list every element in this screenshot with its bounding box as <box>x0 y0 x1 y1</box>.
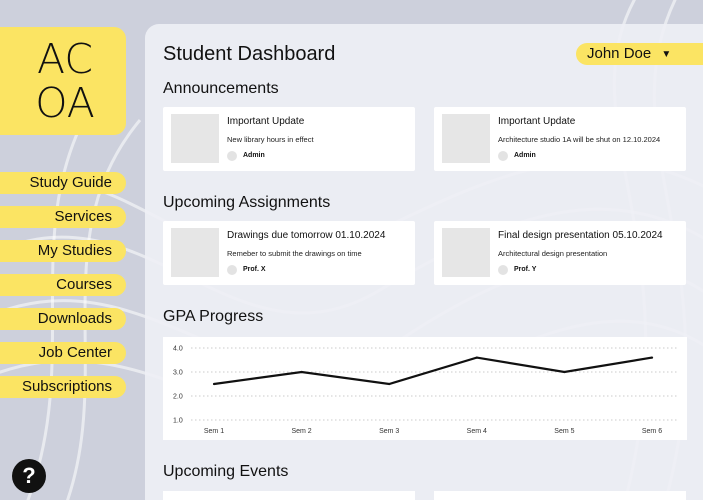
gpa-data-point <box>212 382 216 386</box>
avatar <box>498 265 508 275</box>
y-tick-label: 3.0 <box>173 370 183 377</box>
announcement-description: New library hours in effect <box>227 135 314 144</box>
nav-item-job-center[interactable]: Job Center <box>0 342 126 364</box>
user-name: John Doe <box>587 45 652 62</box>
gpa-data-point <box>563 370 566 374</box>
assignment-card[interactable]: Final design presentation 05.10.2024 Arc… <box>434 221 686 285</box>
announcement-thumbnail <box>171 114 219 163</box>
event-card[interactable] <box>434 491 686 500</box>
nav-item-study-guide[interactable]: Study Guide <box>0 172 126 194</box>
gpa-chart-svg: 1.0 2.0 3.0 4.0 Sem 1 Sem 2 Sem 3 Sem 4 Sem 5 Sem… <box>173 346 677 435</box>
y-tick-label: 1.0 <box>173 418 183 425</box>
logo[interactable]: AC OA <box>0 27 126 135</box>
gpa-title: GPA Progress <box>163 308 264 325</box>
avatar <box>227 265 237 275</box>
gpa-data-point <box>388 382 391 386</box>
avatar <box>498 151 508 161</box>
logo-line-1: AC <box>37 35 93 83</box>
user-menu-button[interactable]: John Doe ▼ <box>576 43 703 65</box>
nav-item-my-studies[interactable]: My Studies <box>0 240 126 262</box>
gpa-data-point <box>475 356 478 359</box>
assignment-title: Final design presentation 05.10.2024 <box>498 230 663 241</box>
announcements-title: Announcements <box>163 80 279 97</box>
assignment-description: Architectural design presentation <box>498 249 608 258</box>
gpa-series-line <box>213 356 653 386</box>
avatar <box>227 151 237 161</box>
x-tick-label: Sem 2 <box>291 428 311 435</box>
assignment-author: Prof. X <box>243 266 266 273</box>
page-title: Student Dashboard <box>163 43 336 65</box>
assignment-thumbnail <box>442 228 490 277</box>
assignment-card[interactable]: Drawings due tomorrow 01.10.2024 Remeber… <box>163 221 415 285</box>
x-tick-label: Sem 5 <box>554 428 574 435</box>
announcement-thumbnail <box>442 114 490 163</box>
announcement-card[interactable]: Important Update New library hours in ef… <box>163 107 415 171</box>
y-tick-label: 4.0 <box>173 346 183 353</box>
assignment-author: Prof. Y <box>514 266 537 273</box>
assignment-thumbnail <box>171 228 219 277</box>
x-tick-label: Sem 1 <box>204 428 224 435</box>
help-icon[interactable]: ? <box>12 459 46 493</box>
x-tick-label: Sem 3 <box>379 428 399 435</box>
chevron-down-icon: ▼ <box>661 49 672 60</box>
y-tick-label: 2.0 <box>173 394 183 401</box>
announcement-title: Important Update <box>498 116 576 127</box>
gpa-chart: 1.0 2.0 3.0 4.0 Sem 1 Sem 2 Sem 3 Sem 4 Sem 5 Sem… <box>163 337 687 440</box>
assignment-title: Drawings due tomorrow 01.10.2024 <box>227 230 386 241</box>
nav-item-services[interactable]: Services <box>0 206 126 228</box>
x-tick-label: Sem 4 <box>467 428 487 435</box>
announcement-description: Architecture studio 1A will be shut on 1… <box>498 135 661 144</box>
announcement-title: Important Update <box>227 116 305 127</box>
gpa-data-point <box>650 356 654 359</box>
nav-item-downloads[interactable]: Downloads <box>0 308 126 330</box>
assignments-title: Upcoming Assignments <box>163 194 331 211</box>
logo-line-2: OA <box>35 79 95 127</box>
event-card[interactable] <box>163 491 415 500</box>
announcement-author: Admin <box>243 152 265 159</box>
announcement-card[interactable]: Important Update Architecture studio 1A … <box>434 107 686 171</box>
x-tick-label: Sem 6 <box>642 428 662 435</box>
gpa-data-point <box>300 370 303 374</box>
events-title: Upcoming Events <box>163 463 289 480</box>
nav-item-courses[interactable]: Courses <box>0 274 126 296</box>
announcement-author: Admin <box>514 152 536 159</box>
assignment-description: Remeber to submit the drawings on time <box>227 249 362 258</box>
nav-item-subscriptions[interactable]: Subscriptions <box>0 376 126 398</box>
